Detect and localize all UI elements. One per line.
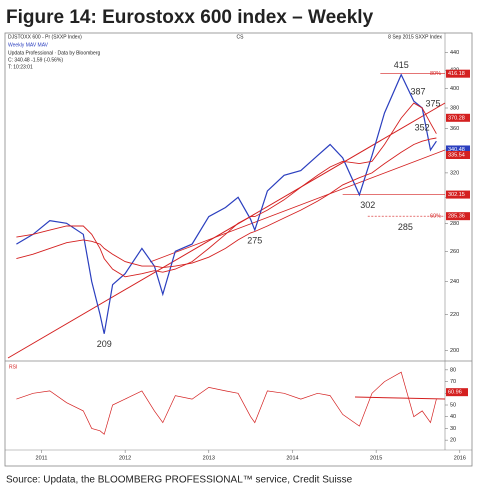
info-line: Updata Professional · Data by Bloomberg <box>8 50 100 56</box>
y-tick-label: 400 <box>450 86 459 92</box>
x-tick-label: 2012 <box>119 455 131 461</box>
info-line: C: 340.48 -1.59 (-0.56%) <box>8 57 63 63</box>
rsi-tick-label: 80 <box>450 367 456 373</box>
price-box <box>446 113 470 122</box>
level-label: 416.18 <box>448 71 465 77</box>
y-tick-label: 240 <box>450 279 459 285</box>
y-tick-label: 260 <box>450 249 459 255</box>
annotation: 415 <box>394 60 409 70</box>
level-box <box>446 69 470 78</box>
price-line <box>16 73 437 334</box>
moving-average <box>16 137 437 269</box>
trendline <box>149 149 446 263</box>
info-line: T: 10:23:01 <box>8 64 33 70</box>
x-tick-label: 2013 <box>203 455 215 461</box>
level-note: 80% <box>430 71 441 77</box>
annotation: 387 <box>410 86 425 96</box>
level-label: 302.15 <box>448 192 465 198</box>
rsi-tick-label: 40 <box>450 414 456 420</box>
level-box <box>446 212 470 221</box>
annotation: 375 <box>426 98 441 108</box>
rsi-tick-label: 50 <box>450 402 456 408</box>
rsi-last-label: 60.96 <box>448 390 462 396</box>
price-label: 370.28 <box>448 115 465 121</box>
annotation: 302 <box>360 200 375 210</box>
annotation: 285 <box>398 222 413 232</box>
price-label: 335.54 <box>448 152 465 158</box>
source: Source: Updata, the BLOOMBERG PROFESSION… <box>6 475 353 486</box>
y-tick-label: 380 <box>450 105 459 111</box>
y-tick-label: 200 <box>450 348 459 354</box>
frame <box>4 32 473 467</box>
annotation: 275 <box>247 236 262 246</box>
trendline <box>7 102 446 359</box>
header-right: 8 Sep 2015 SXXP Index <box>388 34 442 40</box>
chart-title: Figure 14: Eurostoxx 600 index – Weekly <box>6 7 374 28</box>
level-label: 285.36 <box>448 214 465 220</box>
annotation: 209 <box>97 339 112 349</box>
rsi-label: RSI <box>9 364 17 370</box>
y-tick-label: 220 <box>450 312 459 318</box>
header-left: DJSTOXX 600 - Pr (SXXP Index) <box>8 34 82 40</box>
x-tick-label: 2015 <box>370 455 382 461</box>
legend: Weekly MAV MAV <box>8 42 49 48</box>
y-tick-label: 320 <box>450 170 459 176</box>
price-box <box>446 150 470 159</box>
x-tick-label: 2014 <box>286 455 298 461</box>
level-box <box>446 190 470 199</box>
y-tick-label: 360 <box>450 126 459 132</box>
moving-average <box>16 102 437 278</box>
price-label: 340.48 <box>448 147 465 153</box>
rsi-box <box>446 388 468 397</box>
x-tick-label: 2016 <box>454 455 466 461</box>
rsi-tick-label: 30 <box>450 426 456 432</box>
level-note: 60% <box>430 214 441 220</box>
annotation: 352 <box>415 122 430 132</box>
header-center: CS <box>237 34 245 40</box>
rsi-tick-label: 70 <box>450 379 456 385</box>
x-tick-label: 2011 <box>36 455 48 461</box>
rsi-line <box>16 371 437 435</box>
rsi-tick-label: 20 <box>450 438 456 444</box>
y-tick-label: 280 <box>450 221 459 227</box>
rsi-trendline <box>354 396 446 400</box>
y-tick-label: 440 <box>450 50 459 56</box>
price-box <box>446 145 470 154</box>
